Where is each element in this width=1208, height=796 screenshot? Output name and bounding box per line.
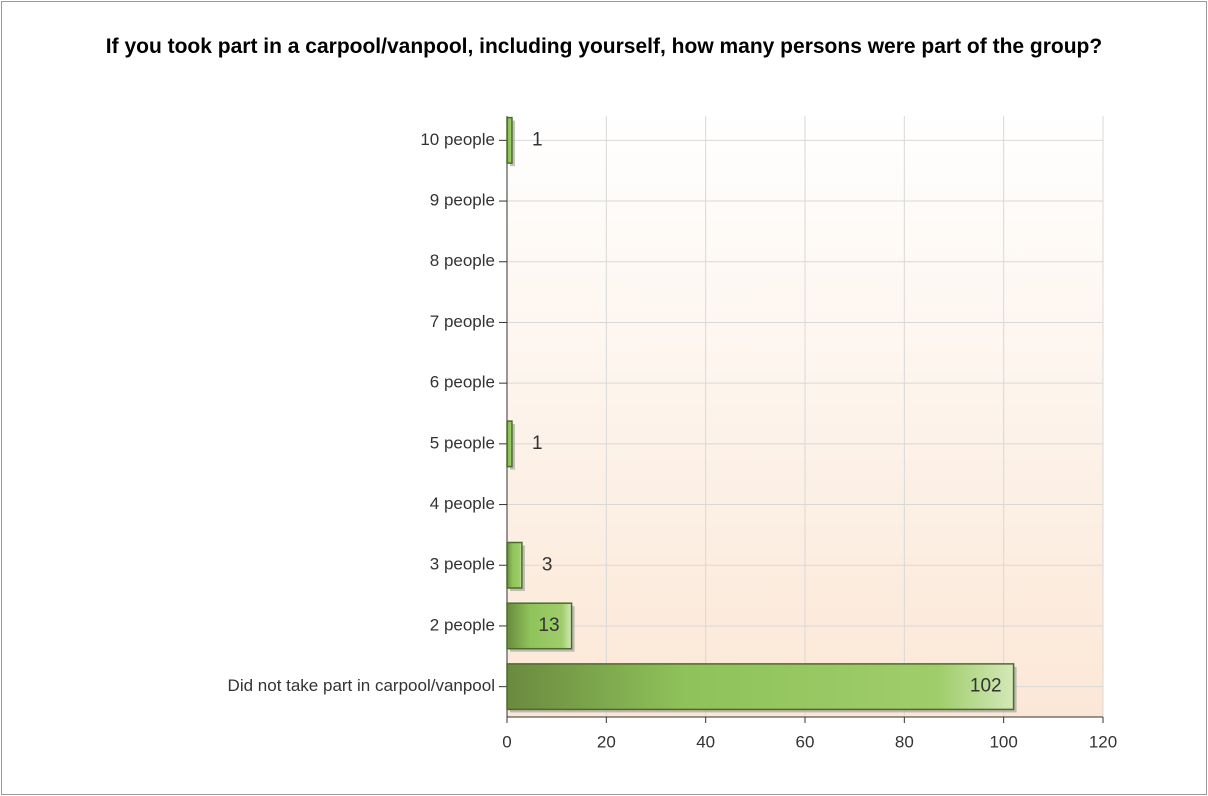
y-tick-label: 7 people <box>430 312 495 331</box>
y-tick-label: 2 people <box>430 615 495 634</box>
y-tick-label: Did not take part in carpool/vanpool <box>228 676 495 695</box>
bar <box>506 663 1015 711</box>
y-tick-label: 3 people <box>430 555 495 574</box>
bar <box>506 541 523 589</box>
x-tick-label: 40 <box>696 732 715 751</box>
data-label: 1 <box>532 433 543 454</box>
data-label: 3 <box>542 554 553 575</box>
y-tick-label: 5 people <box>430 433 495 452</box>
y-tick-label: 10 people <box>420 130 495 149</box>
chart-title: If you took part in a carpool/vanpool, i… <box>105 35 1103 58</box>
bar <box>506 602 573 650</box>
data-label: 1 <box>532 129 543 150</box>
data-label: 13 <box>538 615 559 636</box>
bar <box>506 116 513 164</box>
x-tick-label: 100 <box>989 732 1017 751</box>
x-tick-label: 60 <box>796 732 815 751</box>
y-tick-label: 9 people <box>430 191 495 210</box>
data-label: 102 <box>970 676 1002 697</box>
x-tick-label: 20 <box>597 732 616 751</box>
x-tick-label: 0 <box>502 732 511 751</box>
x-tick-label: 80 <box>895 732 914 751</box>
y-tick-label: 4 people <box>430 494 495 513</box>
bar <box>506 420 513 468</box>
x-tick-label: 120 <box>1089 732 1117 751</box>
y-tick-label: 6 people <box>430 373 495 392</box>
y-tick-label: 8 people <box>430 251 495 270</box>
